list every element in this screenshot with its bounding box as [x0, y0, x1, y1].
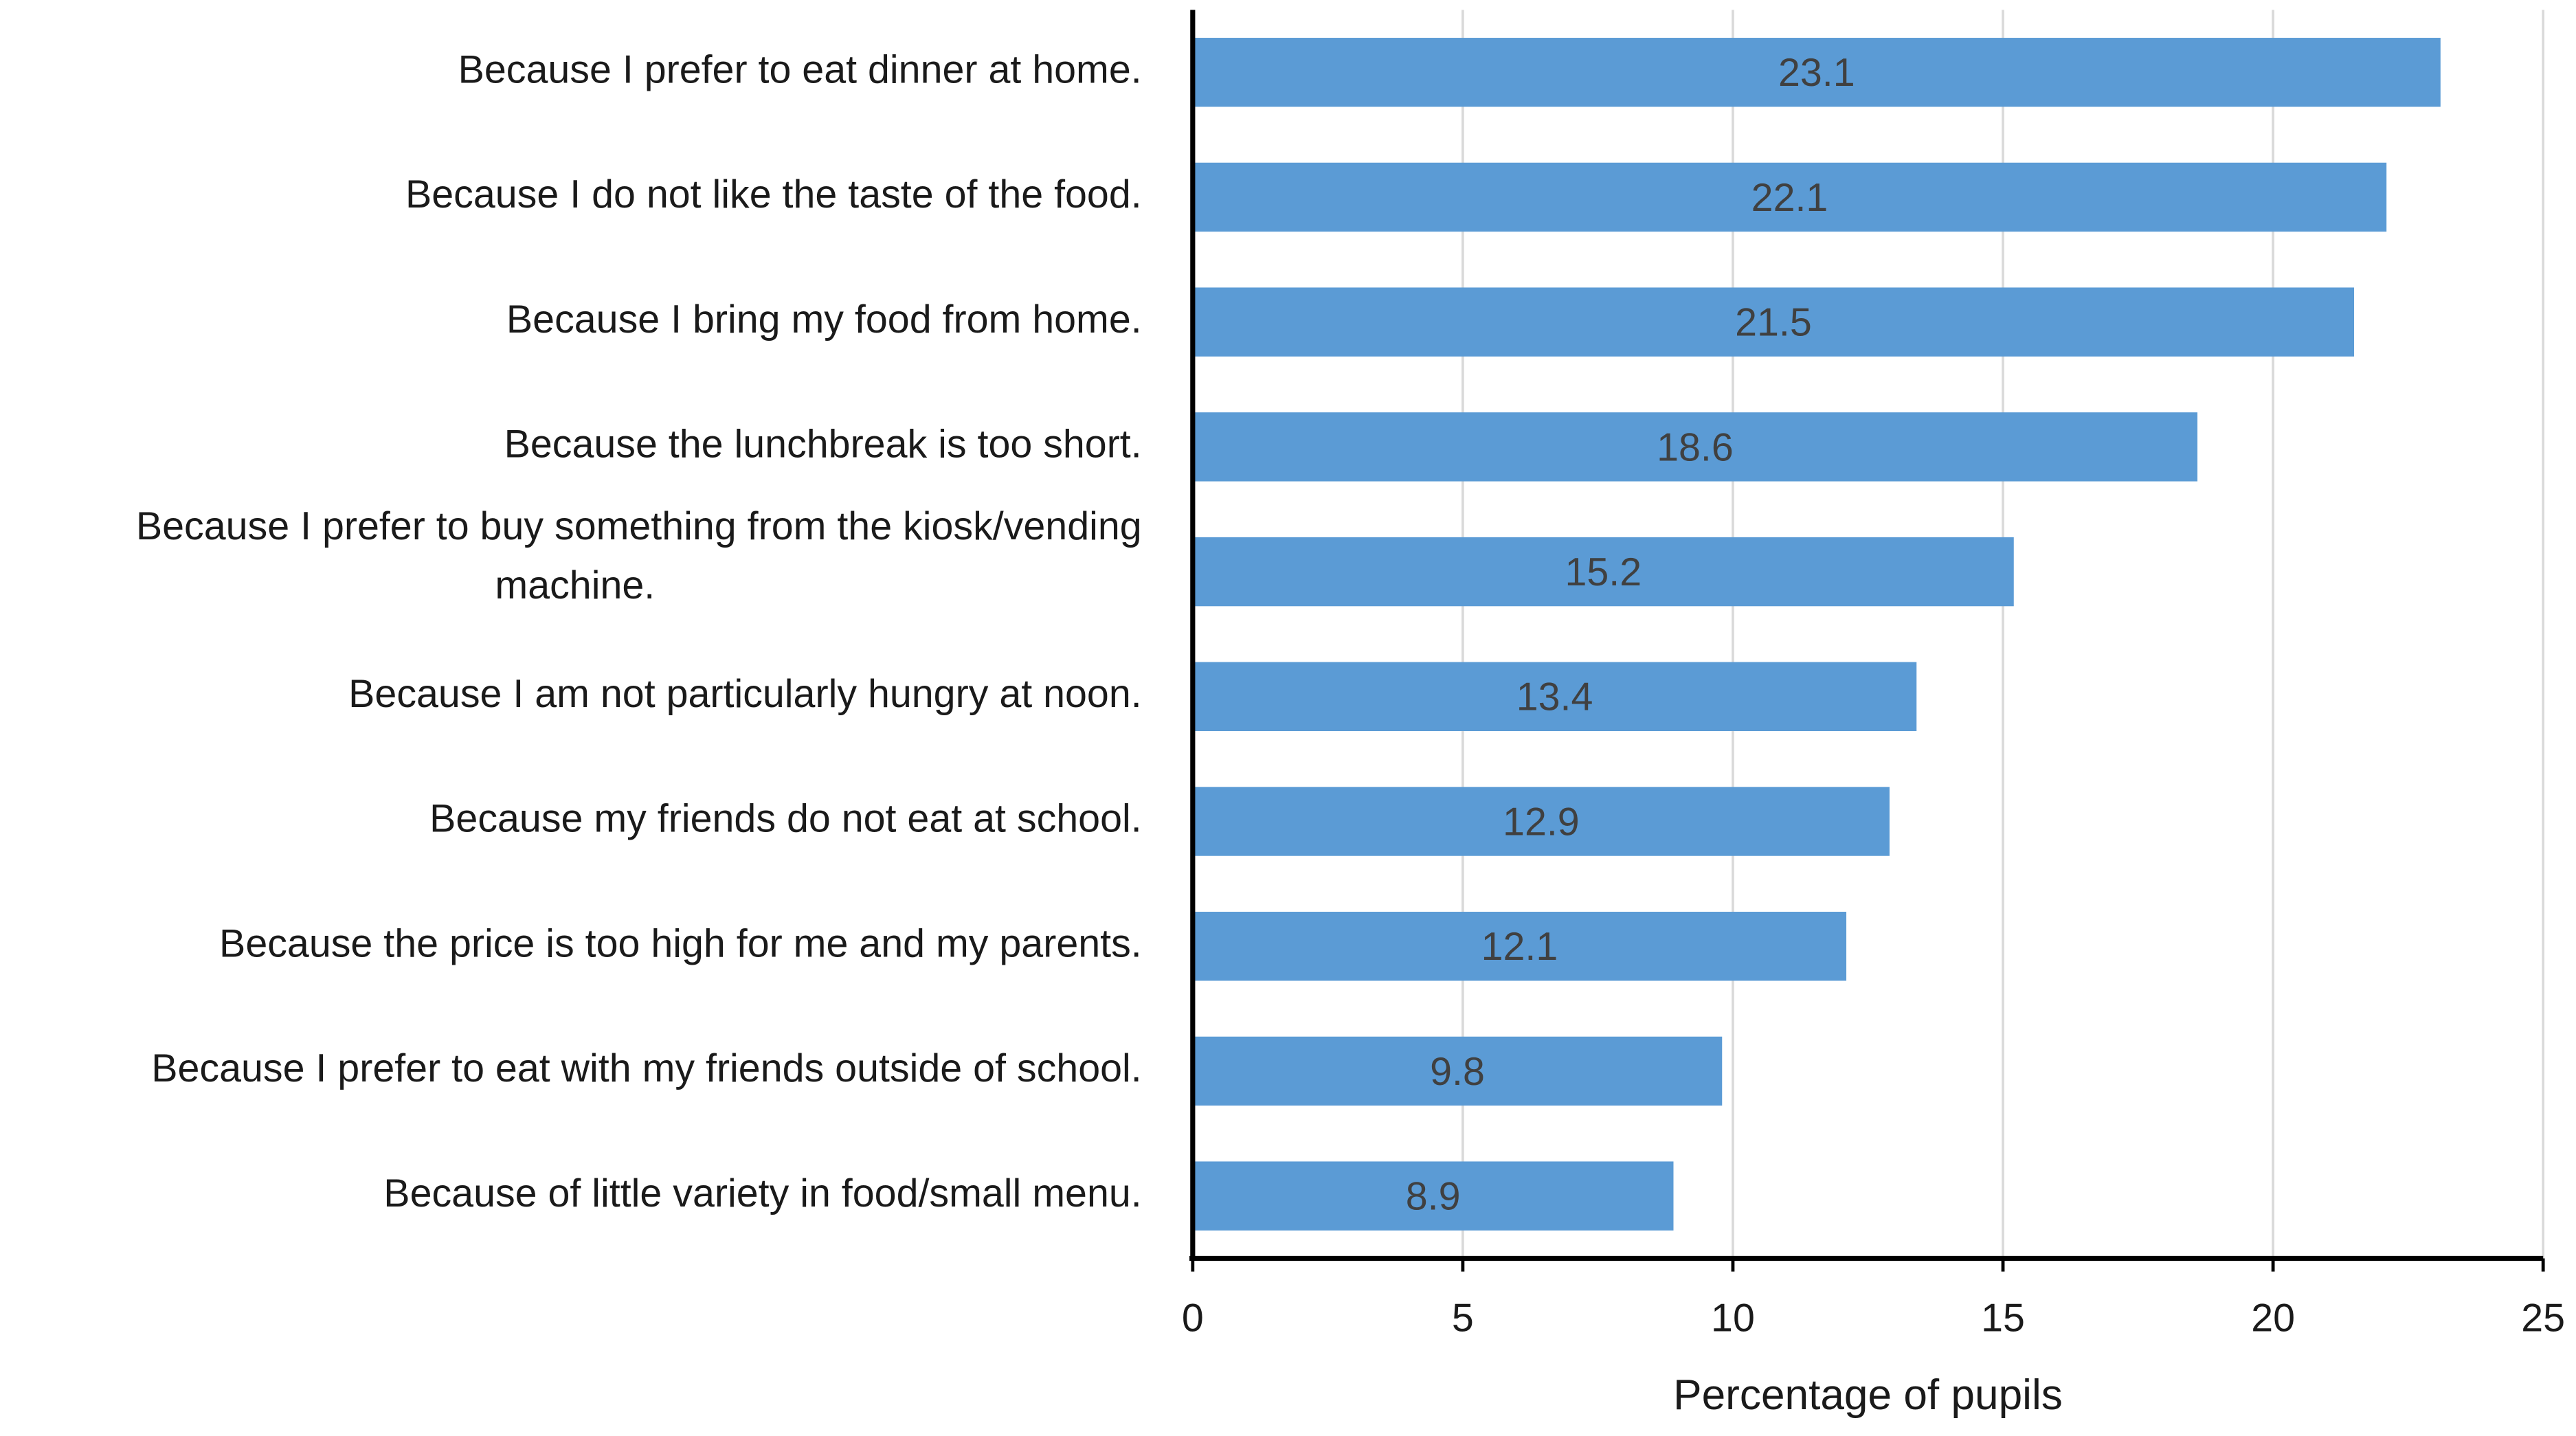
- y-tick-label: Because I prefer to eat dinner at home.: [458, 47, 1142, 91]
- bar: [1192, 287, 2355, 357]
- data-label: 22.1: [1751, 176, 1828, 220]
- x-tick-label: 0: [1182, 1297, 1204, 1340]
- y-tick-label: Because the lunchbreak is too short.: [504, 423, 1142, 467]
- bar: [1192, 662, 1917, 732]
- y-tick-label: Because I prefer to buy something from t…: [136, 504, 1142, 607]
- bar: [1192, 912, 1847, 981]
- x-tick-label: 20: [2251, 1297, 2295, 1340]
- data-label: 12.9: [1503, 800, 1580, 844]
- y-tick-label: Because I prefer to eat with my friends …: [151, 1046, 1142, 1090]
- bar: [1192, 787, 1890, 856]
- data-label: 18.6: [1657, 425, 1734, 469]
- data-label: 13.4: [1516, 675, 1593, 719]
- data-label: 8.9: [1406, 1175, 1461, 1219]
- data-label: 9.8: [1430, 1050, 1485, 1094]
- y-tick-label: Because I am not particularly hungry at …: [348, 672, 1142, 716]
- y-tick-label: Because of little variety in food/small …: [383, 1171, 1141, 1215]
- bar: [1192, 537, 2014, 607]
- y-tick-label: Because my friends do not eat at school.: [429, 797, 1142, 841]
- x-tick-label: 25: [2521, 1297, 2565, 1340]
- bar: [1192, 162, 2387, 232]
- bar: [1192, 38, 2441, 107]
- bar: [1192, 1036, 1723, 1106]
- data-label: 15.2: [1565, 550, 1642, 594]
- x-tick-label: 10: [1711, 1297, 1755, 1340]
- data-label: 21.5: [1735, 301, 1812, 345]
- data-label: 23.1: [1778, 51, 1855, 95]
- y-tick-label: Because I bring my food from home.: [506, 298, 1142, 341]
- bar: [1192, 1161, 1674, 1231]
- x-axis-title: Percentage of pupils: [1673, 1371, 2063, 1419]
- x-tick-label: 15: [1981, 1297, 2025, 1340]
- x-tick-label: 5: [1452, 1297, 1474, 1340]
- data-label: 12.1: [1481, 925, 1558, 969]
- bar: [1192, 412, 2198, 482]
- y-tick-label: Because I do not like the taste of the f…: [405, 172, 1142, 216]
- y-tick-label: Because the price is too high for me and…: [219, 921, 1142, 965]
